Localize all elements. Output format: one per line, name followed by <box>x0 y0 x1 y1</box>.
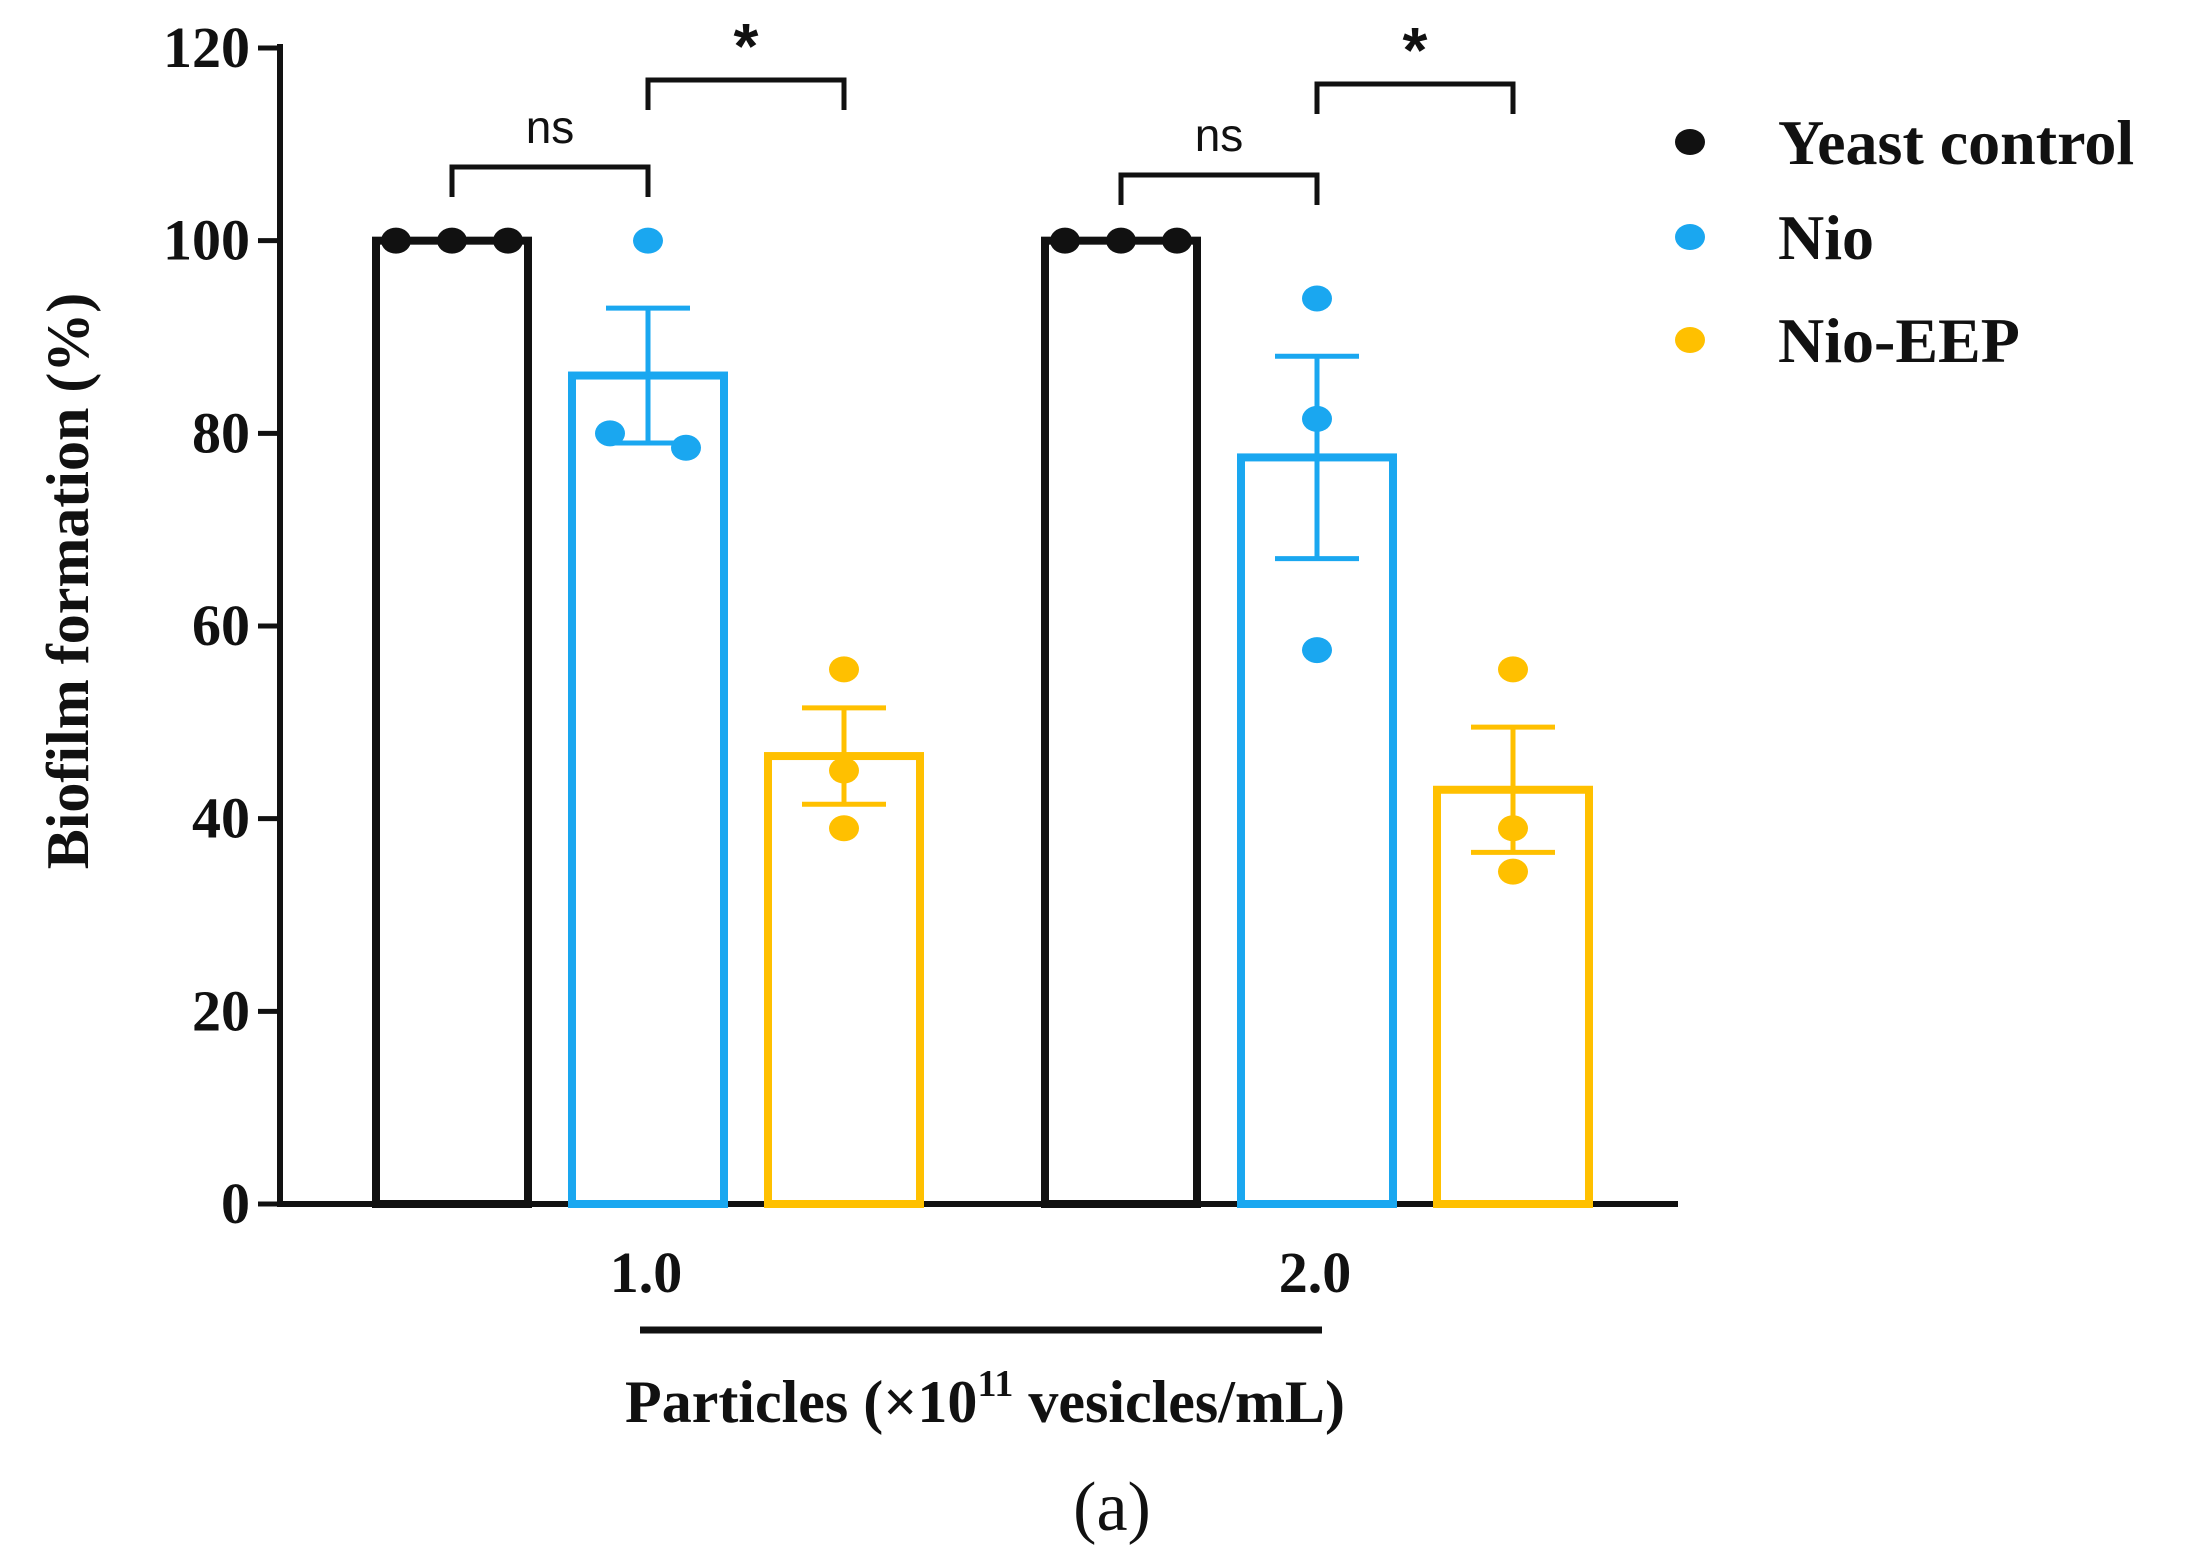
significance-bracket <box>1118 172 1320 205</box>
significance-layer: ns * ns * <box>449 10 1516 205</box>
error-bars-layer <box>606 305 1555 855</box>
data-point <box>1302 285 1332 312</box>
significance-bracket <box>1314 81 1516 114</box>
data-points-layer <box>381 227 1528 885</box>
data-point <box>829 815 859 842</box>
bar <box>372 236 532 1208</box>
data-point <box>493 227 523 254</box>
panel-label: (a) <box>1073 1469 1151 1546</box>
x-axis-title-suffix: vesicles/mL) <box>1013 1369 1345 1435</box>
data-point <box>595 420 625 447</box>
data-point <box>1162 227 1192 254</box>
legend-label: Nio-EEP <box>1778 305 2020 376</box>
data-point <box>829 656 859 683</box>
bars-layer <box>372 236 1593 1208</box>
significance-bracket <box>449 164 651 197</box>
legend-marker <box>1675 129 1705 155</box>
x-tick-label: 1.0 <box>610 1240 683 1305</box>
bar <box>568 371 728 1208</box>
y-tick-label: 100 <box>163 208 250 273</box>
legend-label: Nio <box>1778 202 1874 273</box>
data-point <box>1106 227 1136 254</box>
bar <box>1041 236 1201 1208</box>
data-point <box>1302 637 1332 664</box>
legend: Yeast control Nio Nio-EEP <box>1675 107 2134 376</box>
x-axis-title: Particles (×1011 vesicles/mL) <box>625 1363 1345 1435</box>
data-point <box>1498 656 1528 683</box>
y-tick-label: 20 <box>192 978 250 1043</box>
y-tick-label: 120 <box>163 15 250 80</box>
y-tick-label: 60 <box>192 593 250 658</box>
data-point <box>671 434 701 461</box>
x-axis-title-superscript: 11 <box>977 1363 1013 1405</box>
axis-labels-layer: Biofilm formation (%) Particles (×1011 v… <box>35 293 1345 1546</box>
data-point <box>437 227 467 254</box>
x-tick-label: 2.0 <box>1279 1240 1352 1305</box>
data-point <box>1302 405 1332 432</box>
data-point <box>829 757 859 784</box>
legend-label: Yeast control <box>1778 107 2134 178</box>
significance-bracket <box>645 77 847 110</box>
y-tick-label: 0 <box>221 1171 250 1236</box>
legend-marker <box>1675 327 1705 353</box>
legend-marker <box>1675 224 1705 250</box>
x-axis-title-prefix: Particles (×10 <box>625 1369 977 1435</box>
significance-ns: ns <box>1195 109 1244 161</box>
data-point <box>1498 815 1528 842</box>
y-tick-label: 80 <box>192 400 250 465</box>
data-point <box>633 227 663 254</box>
bar <box>1237 453 1397 1208</box>
significance-ns: ns <box>526 101 575 153</box>
data-point <box>1050 227 1080 254</box>
data-point <box>381 227 411 254</box>
y-axis-title: Biofilm formation (%) <box>35 293 101 870</box>
y-tick-label: 40 <box>192 786 250 851</box>
axes-layer: 0 20 40 60 80 100 120 1.0 2.0 <box>163 15 1678 1334</box>
data-point <box>1498 858 1528 885</box>
significance-star: * <box>734 10 759 82</box>
significance-star: * <box>1403 14 1428 86</box>
